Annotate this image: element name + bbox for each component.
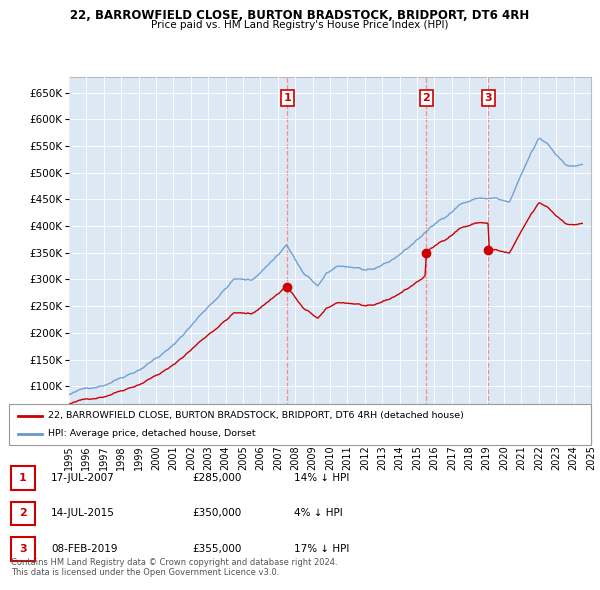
Text: £285,000: £285,000 [192,473,241,483]
Text: £355,000: £355,000 [192,544,241,553]
Text: 3: 3 [485,93,492,103]
Text: £350,000: £350,000 [192,509,241,518]
Text: 3: 3 [19,544,26,553]
Text: 22, BARROWFIELD CLOSE, BURTON BRADSTOCK, BRIDPORT, DT6 4RH (detached house): 22, BARROWFIELD CLOSE, BURTON BRADSTOCK,… [48,411,464,420]
Text: 17-JUL-2007: 17-JUL-2007 [51,473,115,483]
Text: Price paid vs. HM Land Registry's House Price Index (HPI): Price paid vs. HM Land Registry's House … [151,20,449,30]
Text: HPI: Average price, detached house, Dorset: HPI: Average price, detached house, Dors… [48,430,256,438]
Text: 17% ↓ HPI: 17% ↓ HPI [294,544,349,553]
Text: 4% ↓ HPI: 4% ↓ HPI [294,509,343,518]
Text: 08-FEB-2019: 08-FEB-2019 [51,544,118,553]
Text: 2: 2 [19,509,26,518]
Text: 22, BARROWFIELD CLOSE, BURTON BRADSTOCK, BRIDPORT, DT6 4RH: 22, BARROWFIELD CLOSE, BURTON BRADSTOCK,… [70,9,530,22]
Text: 14-JUL-2015: 14-JUL-2015 [51,509,115,518]
Text: 14% ↓ HPI: 14% ↓ HPI [294,473,349,483]
Text: 2: 2 [422,93,430,103]
Text: 1: 1 [19,473,26,483]
Text: Contains HM Land Registry data © Crown copyright and database right 2024.
This d: Contains HM Land Registry data © Crown c… [11,558,337,577]
Text: 1: 1 [283,93,291,103]
